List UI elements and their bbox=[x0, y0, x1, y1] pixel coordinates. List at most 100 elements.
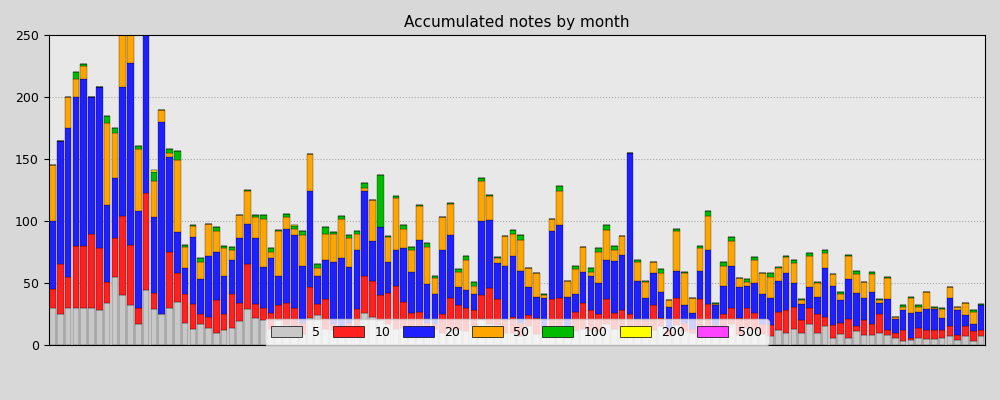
Bar bbox=[822, 268, 828, 316]
Bar bbox=[759, 273, 766, 294]
Bar bbox=[634, 331, 641, 345]
Bar bbox=[416, 312, 423, 328]
Bar bbox=[486, 324, 493, 345]
Bar bbox=[478, 221, 485, 296]
Bar bbox=[572, 312, 579, 331]
Bar bbox=[88, 97, 95, 234]
Bar bbox=[666, 329, 672, 336]
Bar bbox=[783, 257, 789, 273]
Bar bbox=[720, 262, 727, 266]
Bar bbox=[869, 335, 875, 345]
Bar bbox=[517, 336, 524, 345]
Bar bbox=[127, 8, 134, 10]
Bar bbox=[127, 10, 134, 13]
Bar bbox=[354, 231, 360, 234]
Bar bbox=[275, 231, 282, 276]
Bar bbox=[229, 294, 235, 328]
Bar bbox=[416, 240, 423, 312]
Bar bbox=[486, 196, 493, 220]
Bar bbox=[939, 318, 945, 330]
Bar bbox=[728, 266, 735, 308]
Bar bbox=[299, 231, 306, 235]
Bar bbox=[759, 294, 766, 324]
Bar bbox=[283, 303, 290, 325]
Bar bbox=[439, 218, 446, 250]
Bar bbox=[361, 183, 368, 188]
Bar bbox=[705, 250, 711, 304]
Bar bbox=[346, 323, 352, 335]
Bar bbox=[806, 256, 813, 287]
Bar bbox=[947, 336, 953, 345]
Bar bbox=[151, 172, 157, 182]
Bar bbox=[580, 303, 586, 329]
Bar bbox=[642, 280, 649, 282]
Bar bbox=[869, 272, 875, 274]
Bar bbox=[213, 300, 220, 333]
Bar bbox=[845, 256, 852, 279]
Bar bbox=[978, 305, 984, 330]
Bar bbox=[330, 232, 337, 234]
Bar bbox=[260, 219, 267, 267]
Bar bbox=[541, 294, 547, 296]
Bar bbox=[151, 293, 157, 309]
Bar bbox=[549, 231, 555, 299]
Bar bbox=[73, 246, 79, 308]
Bar bbox=[814, 314, 821, 333]
Bar bbox=[49, 289, 56, 308]
Bar bbox=[775, 280, 782, 312]
Bar bbox=[970, 331, 977, 341]
Bar bbox=[876, 333, 883, 345]
Bar bbox=[494, 258, 501, 263]
Bar bbox=[634, 262, 641, 280]
Bar bbox=[205, 256, 212, 316]
Bar bbox=[931, 339, 938, 345]
Bar bbox=[369, 200, 376, 241]
Bar bbox=[322, 260, 329, 299]
Bar bbox=[939, 330, 945, 338]
Bar bbox=[275, 230, 282, 231]
Bar bbox=[588, 330, 594, 345]
Bar bbox=[923, 339, 930, 345]
Bar bbox=[174, 302, 181, 345]
Bar bbox=[783, 273, 789, 310]
Bar bbox=[915, 305, 922, 307]
Bar bbox=[923, 309, 930, 330]
Bar bbox=[712, 305, 719, 325]
Bar bbox=[673, 298, 680, 325]
Bar bbox=[135, 324, 142, 345]
Bar bbox=[291, 326, 298, 345]
Bar bbox=[837, 323, 844, 334]
Bar bbox=[806, 308, 813, 324]
Bar bbox=[806, 324, 813, 345]
Bar bbox=[112, 277, 118, 345]
Bar bbox=[283, 325, 290, 345]
Bar bbox=[541, 296, 547, 298]
Bar bbox=[268, 258, 274, 313]
Bar bbox=[275, 320, 282, 345]
Bar bbox=[650, 262, 657, 273]
Bar bbox=[322, 234, 329, 260]
Bar bbox=[806, 287, 813, 308]
Bar bbox=[595, 314, 602, 331]
Bar bbox=[822, 250, 828, 253]
Bar bbox=[876, 314, 883, 333]
Bar bbox=[884, 277, 891, 278]
Bar bbox=[65, 308, 71, 345]
Bar bbox=[432, 294, 438, 324]
Bar bbox=[346, 238, 352, 267]
Bar bbox=[549, 299, 555, 328]
Bar bbox=[330, 324, 337, 330]
Bar bbox=[697, 271, 703, 299]
Bar bbox=[104, 123, 110, 205]
Bar bbox=[728, 308, 735, 324]
Bar bbox=[236, 303, 243, 322]
Bar bbox=[814, 283, 821, 297]
Bar bbox=[861, 335, 867, 345]
Bar bbox=[978, 304, 984, 305]
Bar bbox=[502, 236, 508, 266]
Bar bbox=[197, 314, 204, 324]
Bar bbox=[510, 316, 516, 333]
Bar bbox=[845, 254, 852, 256]
Bar bbox=[182, 268, 188, 294]
Bar bbox=[627, 153, 633, 314]
